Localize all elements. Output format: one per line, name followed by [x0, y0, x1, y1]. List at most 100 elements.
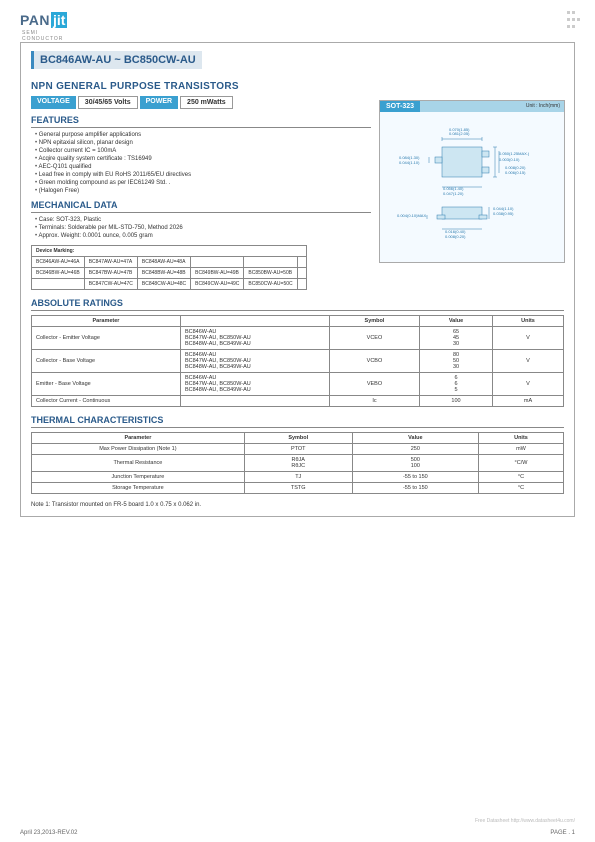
main-content-box: BC846AW-AU ~ BC850CW-AU NPN GENERAL PURP… [20, 42, 575, 517]
features-heading: FEATURES [31, 115, 371, 128]
marking-cell: BC848BW-AU=48B [137, 268, 190, 279]
marking-cell: BC847AW-AU=47A [84, 257, 137, 268]
marking-head: Device Marking: [32, 246, 307, 257]
abs-param: Collector - Emitter Voltage [32, 327, 181, 350]
svg-text:0.004(0.10)MAX.: 0.004(0.10)MAX. [397, 213, 427, 218]
feature-item: Lead free in comply with EU RoHS 2011/65… [35, 172, 371, 178]
svg-text:0.008(0.20): 0.008(0.20) [445, 234, 466, 239]
abs-value: 65 45 30 [420, 327, 493, 350]
feature-item: Collector current IC = 100mA [35, 148, 371, 154]
feature-item: NPN epitaxial silicon, planar design [35, 140, 371, 146]
abs-symbol: VCEO [329, 327, 419, 350]
abs-unit: V [492, 373, 563, 396]
marking-cell [244, 257, 297, 268]
th-value: 250 [352, 444, 478, 455]
abs-header [180, 316, 329, 327]
abs-header: Units [492, 316, 563, 327]
marking-cell [191, 257, 244, 268]
logo-subtitle: SEMI CONDUCTOR [22, 30, 575, 42]
thermal-table: ParameterSymbolValueUnits Max Power Diss… [31, 432, 564, 494]
feature-item: AEC-Q101 qualified [35, 164, 371, 170]
voltage-label: VOLTAGE [31, 96, 76, 109]
th-header: Value [352, 433, 478, 444]
marking-cell: BC850CW-AU=50C [244, 279, 297, 290]
abs-value: 80 50 30 [420, 350, 493, 373]
mechanical-item: Case: SOT-323, Plastic [35, 217, 371, 223]
absolute-table: Parameter SymbolValueUnits Collector - Em… [31, 315, 564, 407]
th-symbol: PTOT [244, 444, 352, 455]
feature-item: General purpose amplifier applications [35, 132, 371, 138]
feature-item: Green molding compound as per IEC61249 S… [35, 180, 371, 186]
svg-text:0.006(0.15): 0.006(0.15) [505, 170, 526, 175]
logo-pan: PAN [20, 12, 50, 28]
marking-cell [297, 268, 306, 279]
abs-symbol: VCBO [329, 350, 419, 373]
abs-parts: BC846W-AU BC847W-AU, BC850W-AU BC848W-AU… [180, 373, 329, 396]
abs-value: 6 6 5 [420, 373, 493, 396]
package-drawing: 0.081(2.05) 0.070(1.85) 0.050(1.25MAX.) … [380, 112, 564, 262]
marking-cell [297, 257, 306, 268]
spec-row: VOLTAGE 30/45/65 Volts POWER 250 mWatts [31, 96, 371, 109]
voltage-value: 30/45/65 Volts [78, 96, 138, 109]
abs-symbol: Ic [329, 396, 419, 407]
mechanical-item: Terminals: Solderable per MIL-STD-750, M… [35, 225, 371, 231]
th-value: 500 100 [352, 455, 478, 472]
marking-cell: BC846BW-AU=46B [32, 268, 85, 279]
footer-page: PAGE . 1 [550, 830, 575, 836]
marking-cell: BC847BW-AU=47B [84, 268, 137, 279]
corner-decoration [566, 10, 581, 31]
watermark: Free Datasheet http://www.datasheet4u.co… [475, 818, 575, 824]
th-header: Symbol [244, 433, 352, 444]
th-param: Thermal Resistance [32, 455, 245, 472]
logo: PAN jit [20, 12, 575, 28]
svg-text:0.047(1.20): 0.047(1.20) [443, 191, 464, 196]
marking-cell: BC848AW-AU=48A [137, 257, 190, 268]
features-list: General purpose amplifier applications NP… [31, 132, 371, 194]
marking-cell: BC850BW-AU=50B [244, 268, 297, 279]
power-label: POWER [140, 96, 178, 109]
marking-cell: BC849CW-AU=49C [191, 279, 244, 290]
marking-cell: BC849BW-AU=49B [191, 268, 244, 279]
th-symbol: RθJA RθJC [244, 455, 352, 472]
th-unit: °C [478, 483, 563, 494]
th-header: Parameter [32, 433, 245, 444]
abs-parts: BC846W-AU BC847W-AU, BC850W-AU BC848W-AU… [180, 327, 329, 350]
mechanical-list: Case: SOT-323, Plastic Terminals: Soldera… [31, 217, 371, 239]
mechanical-heading: MECHANICAL DATA [31, 200, 371, 213]
abs-param: Collector - Base Voltage [32, 350, 181, 373]
abs-parts [180, 396, 329, 407]
th-value: -55 to 150 [352, 472, 478, 483]
th-param: Max Power Dissipation (Note 1) [32, 444, 245, 455]
th-param: Storage Temperature [32, 483, 245, 494]
mechanical-item: Approx. Weight: 0.0001 ounce, 0.005 gram [35, 233, 371, 239]
marking-cell: BC847CW-AU=47C [84, 279, 137, 290]
marking-cell: BC846AW-AU=46A [32, 257, 85, 268]
logo-jit: jit [51, 12, 67, 28]
svg-text:0.070(1.85): 0.070(1.85) [449, 127, 470, 132]
footer-date: April 23,2013-REV.02 [20, 830, 77, 836]
abs-unit: V [492, 350, 563, 373]
abs-unit: V [492, 327, 563, 350]
abs-symbol: VEBO [329, 373, 419, 396]
th-symbol: TJ [244, 472, 352, 483]
power-value: 250 mWatts [180, 96, 233, 109]
th-param: Junction Temperature [32, 472, 245, 483]
title-bar: BC846AW-AU ~ BC850CW-AU [31, 51, 564, 69]
package-box: SOT-323 Unit : Inch(mm) [379, 100, 565, 263]
package-unit: Unit : Inch(mm) [420, 101, 564, 112]
marking-cell [297, 279, 306, 290]
package-name: SOT-323 [380, 101, 420, 112]
abs-unit: mA [492, 396, 563, 407]
svg-text:0.044(1.10): 0.044(1.10) [399, 160, 420, 165]
note-1: Note 1: Transistor mounted on FR-5 board… [31, 502, 564, 508]
abs-header: Symbol [329, 316, 419, 327]
abs-value: 100 [420, 396, 493, 407]
thermal-heading: THERMAL CHARACTERISTICS [31, 415, 564, 428]
th-unit: °C [478, 472, 563, 483]
th-unit: °C/W [478, 455, 563, 472]
abs-parts: BC846W-AU BC847W-AU, BC850W-AU BC848W-AU… [180, 350, 329, 373]
abs-header: Value [420, 316, 493, 327]
svg-text:0.050(1.25MAX.): 0.050(1.25MAX.) [499, 151, 530, 156]
svg-text:0.003(0.10): 0.003(0.10) [499, 157, 520, 162]
abs-header: Parameter [32, 316, 181, 327]
